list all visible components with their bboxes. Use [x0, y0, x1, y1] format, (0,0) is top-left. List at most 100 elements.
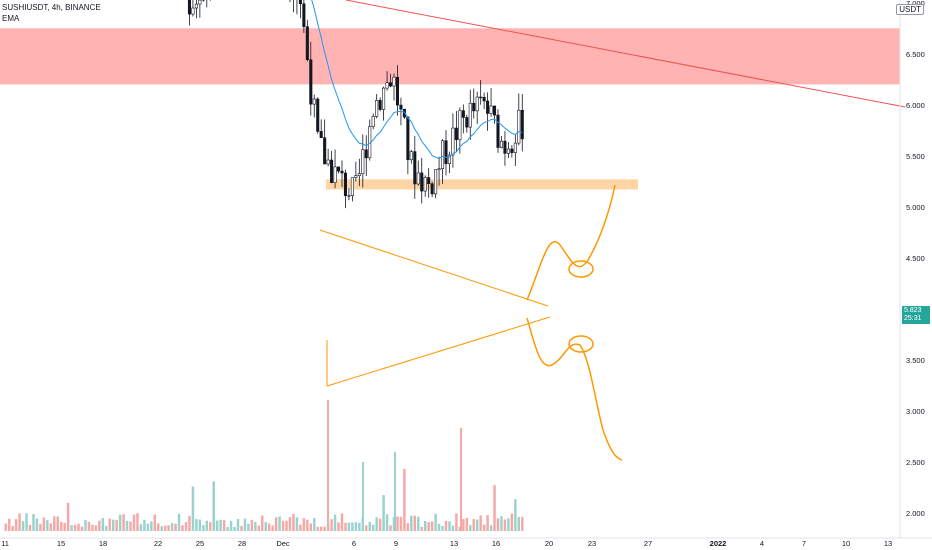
candle-body — [423, 177, 427, 192]
candle-body — [340, 170, 344, 174]
volume-bar — [129, 521, 132, 531]
volume-bar — [472, 519, 475, 531]
volume-bar — [226, 526, 229, 531]
currency-label[interactable]: USDT — [896, 4, 924, 15]
volume-bar — [458, 526, 462, 531]
volume-bar — [205, 520, 209, 531]
candle-body — [323, 137, 327, 165]
candle-body — [309, 59, 313, 105]
volume-bar — [295, 517, 299, 531]
volume-bar — [139, 524, 143, 531]
y-tick-label: 7.000 — [906, 0, 925, 8]
volume-bar — [18, 513, 21, 531]
volume-bar — [292, 513, 295, 531]
candle-body — [482, 96, 486, 102]
x-tick-label: 15 — [57, 539, 65, 548]
candle-body — [298, 0, 302, 5]
volume-bar — [309, 523, 313, 531]
bullish-projection-path — [526, 184, 616, 301]
candle-body — [364, 149, 368, 159]
bullish-target-circle — [568, 260, 594, 278]
candle-body — [517, 109, 521, 144]
symbol-title[interactable]: SUSHIUSDT, 4h, BINANCE — [2, 3, 101, 12]
volume-bar — [146, 523, 150, 531]
volume-bar — [403, 468, 406, 531]
volume-bar — [202, 525, 205, 531]
x-tick-label: 20 — [545, 539, 553, 548]
volume-bar — [198, 519, 202, 531]
volume-bar — [413, 515, 417, 531]
candle-body — [520, 109, 524, 140]
volume-bar — [157, 523, 160, 531]
candle-body — [305, 26, 309, 61]
volume-bar — [115, 520, 118, 531]
volume-bar — [274, 517, 278, 531]
volume-bar — [344, 522, 347, 531]
x-tick-label: 16 — [492, 539, 500, 548]
volume-bar — [195, 519, 198, 531]
volume-bar — [63, 522, 66, 531]
volume-bar — [91, 524, 94, 531]
candle-body — [343, 172, 348, 197]
volume-bar — [330, 519, 333, 531]
volume-bar — [521, 516, 524, 531]
volume-bar — [333, 514, 337, 531]
x-tick-label: 22 — [154, 539, 162, 548]
volume-bar — [39, 523, 42, 531]
candle-body — [388, 82, 393, 87]
volume-bar — [219, 519, 222, 531]
volume-bar — [337, 522, 340, 531]
candle-body — [492, 105, 497, 116]
volume-bar — [441, 526, 444, 531]
volume-bar — [316, 526, 319, 531]
candle-body — [496, 114, 500, 148]
volume-bar — [160, 526, 163, 531]
volume-bar — [500, 516, 503, 531]
x-tick-label: 11 — [1, 539, 9, 548]
candle-body — [465, 117, 469, 128]
volume-bar — [77, 523, 80, 531]
volume-bar — [323, 526, 326, 531]
volume-bar — [222, 520, 226, 531]
candle-body — [378, 100, 382, 110]
volume-bar — [437, 523, 441, 531]
volume-bar — [257, 525, 261, 531]
volume-bar — [132, 514, 136, 531]
volume-bar — [122, 514, 125, 531]
volume-spike — [362, 462, 364, 531]
candle-body — [392, 76, 396, 87]
volume-bar — [351, 522, 354, 531]
x-tick-label: 10 — [842, 539, 850, 548]
volume-bar — [267, 523, 271, 531]
candle-body — [347, 195, 351, 197]
zone-resistance-red — [0, 28, 900, 85]
candle-body — [316, 98, 320, 132]
bar-countdown: 25:31 — [904, 315, 922, 322]
candle-body — [413, 151, 417, 185]
y-tick-label: 6.500 — [906, 50, 925, 59]
candle-body — [395, 76, 400, 106]
indicator-legend[interactable]: EMA — [2, 14, 20, 23]
candle-body — [409, 151, 413, 161]
volume-bar — [514, 499, 517, 531]
candle-body — [513, 142, 517, 153]
volume-bar — [479, 515, 482, 531]
volume-bar — [111, 519, 115, 531]
volume-bar — [417, 516, 420, 531]
volume-bar — [163, 525, 167, 531]
volume-bar — [434, 513, 437, 531]
volume-bar — [136, 513, 139, 531]
x-tick-label: 23 — [588, 539, 596, 548]
volume-bar — [354, 522, 358, 531]
candle-body — [468, 102, 472, 128]
candle-body — [416, 172, 420, 185]
candle-body — [510, 148, 514, 153]
candle-body — [506, 148, 510, 154]
candle-body — [198, 0, 202, 5]
volume-bar — [184, 522, 188, 531]
volume-bar — [14, 519, 18, 531]
x-tick-label: 27 — [644, 539, 652, 548]
y-tick-label: 6.000 — [906, 101, 925, 110]
bearish-target-circle — [568, 335, 594, 353]
